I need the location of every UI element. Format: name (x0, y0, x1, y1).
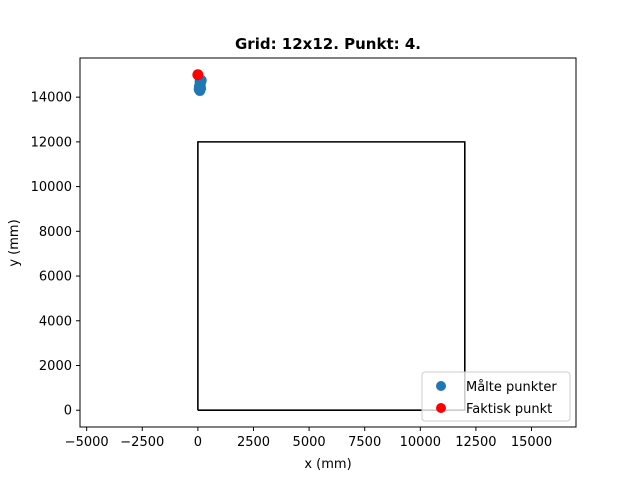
x-tick-label: 7500 (348, 435, 381, 450)
x-tick-label: 12500 (455, 435, 496, 450)
x-tick-label: 0 (194, 435, 202, 450)
y-tick-label: 0 (64, 404, 72, 419)
legend-label-faktisk-punkt: Faktisk punkt (466, 402, 552, 417)
x-tick-label: −5000 (65, 435, 109, 450)
x-tick-label: 5000 (293, 435, 326, 450)
y-tick-label: 8000 (39, 225, 72, 240)
x-tick-label: 2500 (237, 435, 270, 450)
legend: Målte punkter Faktisk punkt (421, 371, 571, 422)
legend-marker-faktisk-punkt (436, 403, 446, 413)
actual-point (192, 69, 204, 81)
measured-point (193, 81, 205, 93)
y-tick-label: 14000 (31, 91, 72, 106)
x-tick-label: 10000 (400, 435, 441, 450)
y-tick-label: 10000 (31, 180, 72, 195)
y-tick-label: 2000 (39, 359, 72, 374)
chart-title: Grid: 12x12. Punkt: 4. (235, 35, 421, 53)
plot-area (80, 58, 576, 427)
y-tick-label: 6000 (39, 270, 72, 285)
y-tick-label: 12000 (31, 135, 72, 150)
legend-label-malte-punkter: Målte punkter (466, 380, 557, 395)
legend-box (421, 371, 571, 422)
legend-marker-malte-punkter (436, 381, 446, 391)
y-axis-label: y (mm) (7, 219, 22, 266)
grid-boundary (197, 141, 466, 412)
x-tick-label: −2500 (120, 435, 164, 450)
plot-frame (79, 57, 577, 428)
y-tick-label: 4000 (39, 314, 72, 329)
x-tick-label: 15000 (511, 435, 552, 450)
x-axis-label: x (mm) (304, 457, 351, 472)
